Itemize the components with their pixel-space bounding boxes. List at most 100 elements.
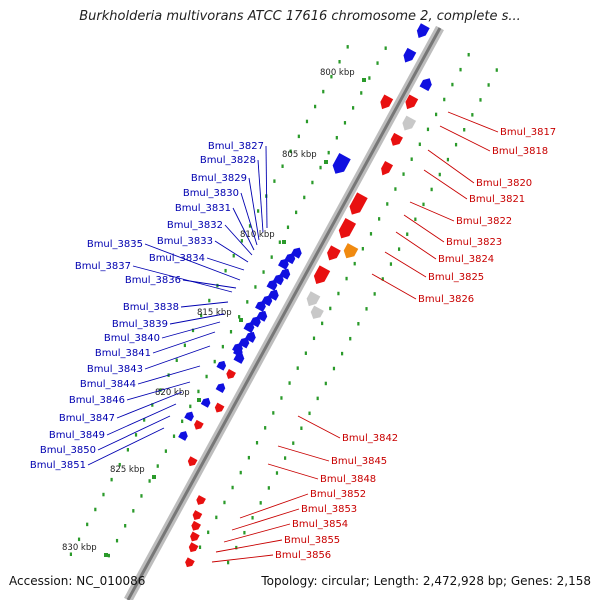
gene-glyph[interactable] (226, 369, 236, 379)
gene-glyph[interactable] (310, 305, 324, 319)
leader-line (116, 391, 183, 419)
gene-glyph[interactable] (290, 247, 302, 259)
gene-label-right[interactable]: Bmul_3824 (438, 254, 494, 265)
gene-label-left[interactable]: Bmul_3844 (80, 379, 136, 390)
gene-label-right[interactable]: Bmul_3822 (456, 216, 512, 227)
gene-label-right[interactable]: Bmul_3848 (320, 474, 376, 485)
gene-label-left[interactable]: Bmul_3827 (208, 141, 264, 152)
gene-glyph[interactable] (215, 383, 226, 394)
gene-glyph[interactable] (191, 520, 201, 531)
gene-glyph[interactable] (233, 347, 243, 357)
gene-glyph[interactable] (261, 295, 273, 307)
gene-glyph[interactable] (343, 243, 359, 259)
gene-glyph[interactable] (338, 217, 357, 239)
gene-label-left[interactable]: Bmul_3831 (175, 203, 231, 214)
gene-label-left[interactable]: Bmul_3849 (49, 430, 105, 441)
track-dot (272, 411, 275, 415)
track-dot (289, 149, 292, 154)
gene-glyph[interactable] (190, 531, 200, 542)
gene-label-right[interactable]: Bmul_3821 (469, 194, 525, 205)
gene-glyph[interactable] (381, 160, 394, 176)
gene-label-right[interactable]: Bmul_3818 (492, 146, 548, 157)
gene-glyph[interactable] (200, 397, 211, 408)
gene-label-left[interactable]: Bmul_3833 (157, 236, 213, 247)
accession-label: Accession: NC_010086 (9, 574, 146, 588)
gene-glyph[interactable] (187, 456, 198, 467)
gene-glyph[interactable] (284, 253, 296, 265)
gene-label-left[interactable]: Bmul_3828 (200, 155, 256, 166)
track-dot (360, 91, 363, 95)
track-dot (381, 277, 384, 281)
gene-label-left[interactable]: Bmul_3839 (112, 319, 168, 330)
gene-label-right[interactable]: Bmul_3852 (310, 489, 366, 500)
gene-glyph[interactable] (185, 557, 195, 568)
gene-label-right[interactable]: Bmul_3855 (284, 535, 340, 546)
leader-line (248, 177, 260, 241)
gene-label-right[interactable]: Bmul_3817 (500, 127, 556, 138)
gene-glyph[interactable] (243, 322, 255, 333)
gene-label-left[interactable]: Bmul_3836 (125, 275, 181, 286)
gene-glyph[interactable] (402, 115, 417, 131)
gene-glyph[interactable] (196, 495, 206, 505)
gene-label-left[interactable]: Bmul_3846 (69, 395, 125, 406)
gene-label-right[interactable]: Bmul_3823 (446, 237, 502, 248)
gene-glyph[interactable] (214, 402, 225, 413)
gene-glyph[interactable] (178, 431, 188, 441)
gene-glyph[interactable] (266, 279, 278, 291)
gene-glyph[interactable] (238, 337, 250, 349)
gene-label-left[interactable]: Bmul_3840 (104, 333, 160, 344)
gene-label-left[interactable]: Bmul_3851 (30, 460, 86, 471)
gene-glyph[interactable] (273, 274, 284, 286)
gene-label-right[interactable]: Bmul_3820 (476, 178, 532, 189)
gene-label-left[interactable]: Bmul_3835 (87, 239, 143, 250)
gene-label-right[interactable]: Bmul_3845 (331, 456, 387, 467)
gene-label-left[interactable]: Bmul_3847 (59, 413, 115, 424)
gene-glyph[interactable] (250, 316, 261, 328)
gene-glyph[interactable] (349, 192, 368, 215)
gene-label-left[interactable]: Bmul_3832 (167, 220, 223, 231)
gene-label-right[interactable]: Bmul_3854 (292, 519, 348, 530)
gene-label-left[interactable]: Bmul_3843 (87, 364, 143, 375)
gene-glyph[interactable] (256, 310, 268, 322)
gene-glyph[interactable] (279, 268, 291, 280)
gene-label-right[interactable]: Bmul_3853 (301, 504, 357, 515)
gene-glyph[interactable] (184, 411, 194, 422)
gene-glyph[interactable] (192, 510, 203, 520)
map-title: Burkholderia multivorans ATCC 17616 chro… (79, 9, 521, 24)
gene-glyph[interactable] (194, 419, 204, 430)
gene-label-right[interactable]: Bmul_3856 (275, 550, 331, 561)
gene-label-left[interactable]: Bmul_3850 (40, 445, 96, 456)
track-dot (156, 464, 159, 468)
gene-glyph[interactable] (188, 542, 199, 553)
gene-glyph[interactable] (403, 47, 417, 63)
gene-glyph[interactable] (267, 289, 279, 301)
gene-glyph[interactable] (255, 300, 266, 312)
gene-glyph[interactable] (380, 94, 394, 110)
gene-label-left[interactable]: Bmul_3841 (95, 348, 151, 359)
gene-label-left[interactable]: Bmul_3837 (75, 261, 131, 272)
track-dot (281, 164, 284, 168)
gene-label-right[interactable]: Bmul_3826 (418, 294, 474, 305)
gene-glyph[interactable] (278, 258, 289, 270)
gene-glyph[interactable] (233, 352, 245, 364)
gene-glyph[interactable] (327, 245, 341, 261)
gene-label-right[interactable]: Bmul_3825 (428, 272, 484, 283)
gene-label-left[interactable]: Bmul_3838 (123, 302, 179, 313)
track-dot (286, 225, 290, 230)
gene-label-left[interactable]: Bmul_3829 (191, 173, 247, 184)
gene-glyph[interactable] (390, 132, 403, 146)
track-dot (275, 471, 279, 475)
gene-glyph[interactable] (419, 78, 432, 92)
gene-label-right[interactable]: Bmul_3842 (342, 433, 398, 444)
gene-glyph[interactable] (332, 153, 351, 174)
gene-glyph[interactable] (313, 265, 331, 285)
gene-glyph[interactable] (416, 23, 430, 38)
gene-glyph[interactable] (306, 291, 321, 307)
gene-glyph[interactable] (244, 331, 256, 343)
gene-label-left[interactable]: Bmul_3830 (183, 188, 239, 199)
gene-glyph[interactable] (216, 360, 227, 371)
track-dot (365, 307, 368, 311)
track-dot (304, 351, 307, 355)
gene-glyph[interactable] (405, 94, 419, 110)
gene-label-left[interactable]: Bmul_3834 (149, 253, 205, 264)
